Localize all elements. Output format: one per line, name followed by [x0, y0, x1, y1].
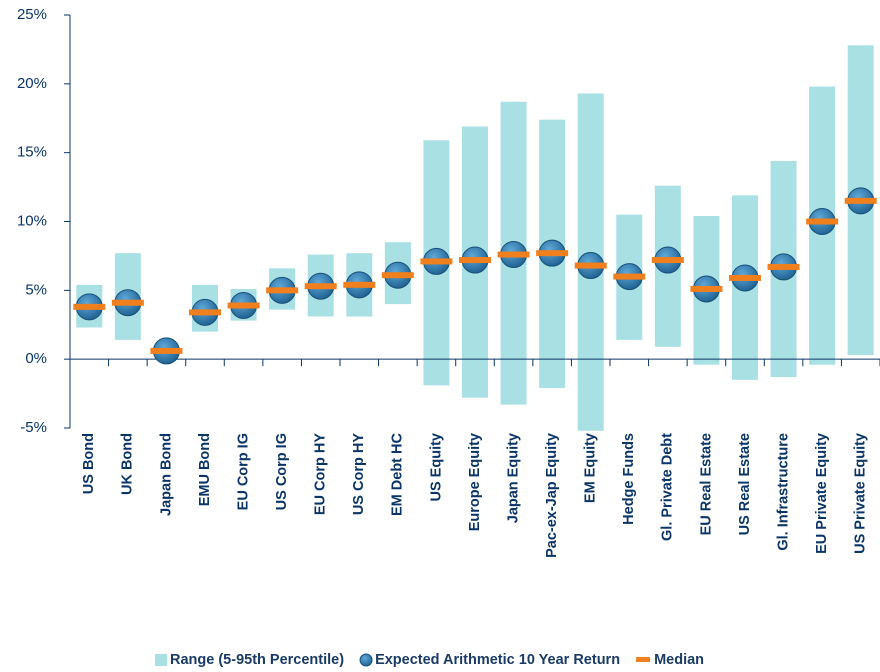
- median-mark: [266, 287, 299, 294]
- median-mark: [767, 263, 800, 270]
- x-tick-label: Gl. Infrastructure: [775, 433, 791, 551]
- median-mark: [536, 250, 569, 257]
- legend: Range (5-95th Percentile) Expected Arithm…: [155, 652, 704, 668]
- x-tick-label: EM Equity: [583, 433, 599, 503]
- median-mark: [651, 257, 684, 264]
- legend-swatch: [155, 654, 167, 666]
- x-tick-label: Europe Equity: [467, 433, 483, 531]
- x-tick-label: Hedge Funds: [621, 433, 637, 525]
- y-tick-label: 20%: [17, 75, 47, 92]
- x-tick-label: EU Corp HY: [313, 433, 329, 516]
- y-tick-label: -5%: [20, 419, 47, 436]
- y-tick-label: 15%: [17, 144, 47, 161]
- x-tick-label: EU Corp IG: [235, 433, 251, 510]
- median-mark: [420, 258, 453, 265]
- x-tick-label: US Real Estate: [737, 433, 753, 535]
- x-tick-label: EMU Bond: [197, 433, 213, 506]
- median-mark: [381, 272, 414, 279]
- x-tick-label: US Private Equity: [853, 433, 869, 554]
- median-mark: [729, 274, 761, 281]
- x-tick-label: US Bond: [81, 433, 97, 494]
- median-mark: [613, 273, 646, 280]
- x-tick-label: US Corp HY: [351, 433, 367, 516]
- legend-swatch: [359, 653, 373, 667]
- y-tick-label: 5%: [25, 281, 47, 298]
- x-tick-label: US Equity: [428, 433, 444, 501]
- x-tick-label: Gl. Private Debt: [660, 433, 676, 541]
- x-tick-label: Japan Bond: [158, 433, 174, 516]
- legend-label: Median: [654, 652, 704, 668]
- x-tick-label: EM Debt HC: [390, 432, 406, 516]
- median-mark: [111, 299, 144, 306]
- median-mark: [73, 303, 106, 310]
- median-mark: [806, 218, 839, 225]
- y-tick-label: 10%: [17, 212, 47, 229]
- x-tick-label: US Corp IG: [274, 433, 290, 510]
- median-mark: [189, 309, 221, 316]
- median-mark: [690, 285, 723, 292]
- y-tick-label: 0%: [25, 350, 47, 367]
- x-tick-label: Pac-ex-Jap Equity: [544, 433, 560, 558]
- median-mark: [343, 281, 376, 288]
- x-tick-label: EU Real Estate: [698, 433, 714, 535]
- median-mark: [574, 262, 607, 269]
- legend-swatch: [636, 657, 651, 662]
- legend-label: Expected Arithmetic 10 Year Return: [375, 652, 620, 668]
- median-mark: [844, 197, 877, 204]
- x-tick-label: Japan Equity: [505, 433, 521, 523]
- median-mark: [497, 251, 530, 258]
- legend-label: Range (5-95th Percentile): [170, 652, 344, 668]
- y-tick-label: 25%: [17, 6, 47, 23]
- x-tick-label: UK Bond: [120, 433, 136, 495]
- median-mark: [227, 302, 260, 309]
- x-tick-label: EU Private Equity: [814, 433, 830, 554]
- median-mark: [304, 283, 337, 290]
- median-mark: [150, 347, 183, 354]
- median-mark: [459, 257, 491, 264]
